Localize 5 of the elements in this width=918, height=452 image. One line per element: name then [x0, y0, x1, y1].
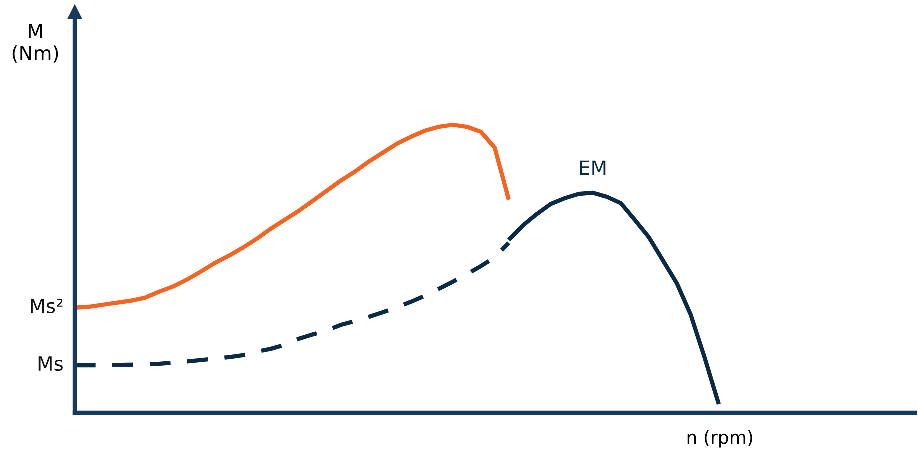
text: Ms² [31, 298, 63, 314]
text: Ms [38, 356, 63, 372]
y-axis-title: M (Nm) [12, 24, 58, 63]
series-label: EM [580, 160, 606, 176]
x-axis-title: n (rpm) [688, 430, 752, 448]
